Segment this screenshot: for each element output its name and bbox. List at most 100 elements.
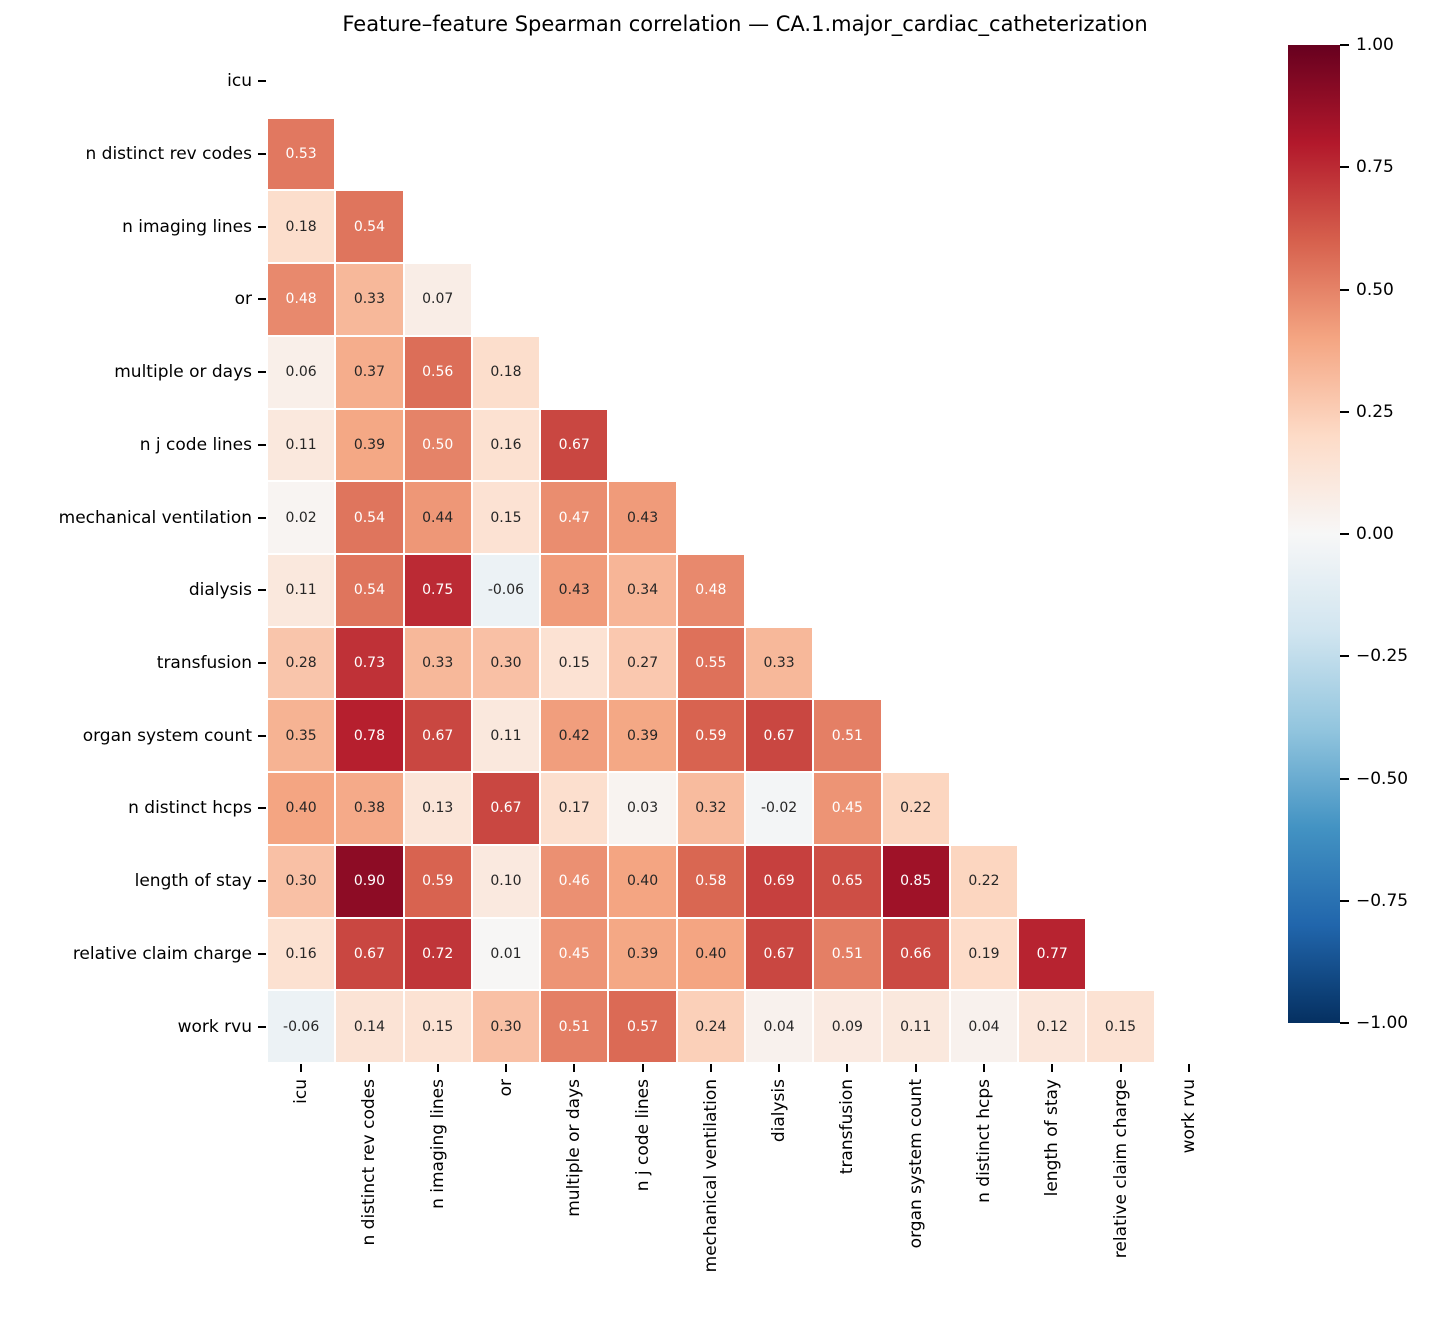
cell-value: 0.39 [626, 727, 659, 744]
heatmap-cell: 0.18 [472, 336, 540, 408]
colorbar-tick-mark [1340, 533, 1349, 535]
cell-value: 0.40 [285, 800, 317, 817]
cell-value: 0.11 [490, 727, 522, 744]
heatmap-cell: 0.85 [882, 845, 949, 917]
y-tick-label: n distinct hcps [128, 798, 252, 819]
heatmap-cell: 0.58 [677, 845, 744, 917]
heatmap-cell: 0.12 [1019, 991, 1086, 1062]
y-tick-mark [258, 807, 266, 810]
colorbar-gradient [1288, 45, 1340, 1023]
x-tick-mark [1051, 1063, 1054, 1072]
heatmap-cell: 0.39 [609, 918, 676, 990]
heatmap-cell: 0.18 [268, 191, 335, 263]
cell-value: 0.33 [422, 655, 454, 672]
cell-value: 0.51 [831, 727, 863, 744]
cell-value: 0.15 [490, 509, 522, 526]
heatmap-cell: 0.13 [404, 773, 471, 844]
cell-value: 0.02 [285, 509, 317, 526]
heatmap-cell: 0.07 [404, 264, 471, 335]
heatmap-cell: 0.55 [677, 627, 744, 699]
cell-value: 0.43 [558, 582, 590, 599]
y-tick-label: or [234, 289, 252, 310]
cell-value: 0.67 [558, 436, 590, 453]
cell-value: 0.15 [558, 655, 590, 672]
cell-value: 0.10 [490, 873, 522, 890]
cell-value: 0.59 [422, 873, 454, 890]
cell-value: 0.58 [695, 873, 727, 890]
colorbar-tick-mark [1340, 655, 1349, 658]
x-tick-label: work rvu [1178, 1078, 1199, 1154]
heatmap-cell: 0.09 [814, 991, 881, 1062]
cell-value: 0.09 [831, 1018, 863, 1035]
heatmap-cell: 0.24 [677, 991, 744, 1062]
heatmap-cell: 0.73 [336, 627, 403, 699]
x-tick-mark [641, 1063, 644, 1072]
x-tick-mark [1119, 1063, 1122, 1072]
cell-value: 0.12 [1036, 1018, 1068, 1035]
heatmap-cell: 0.33 [745, 627, 813, 699]
heatmap-cell: 0.44 [404, 482, 471, 553]
heatmap-cell: 0.10 [472, 845, 540, 917]
cell-value: 0.54 [353, 218, 385, 235]
cell-value: 0.67 [763, 945, 795, 962]
heatmap-cell: 0.54 [336, 482, 403, 553]
heatmap-cell: 0.40 [268, 773, 335, 844]
cell-value: 0.75 [422, 582, 454, 599]
y-tick-label: multiple or days [114, 362, 252, 383]
y-tick-mark [258, 298, 266, 301]
heatmap-cell: 0.30 [472, 991, 540, 1062]
colorbar-tick-label: 0.75 [1356, 157, 1394, 178]
heatmap-cell: 0.30 [268, 845, 335, 917]
heatmap-cell: 0.39 [336, 409, 403, 481]
x-tick-label: n distinct hcps [973, 1078, 994, 1203]
x-tick-label: organ system count [905, 1078, 926, 1249]
heatmap-cell: 0.56 [404, 336, 471, 408]
cell-value: 0.48 [285, 291, 317, 308]
heatmap-cell: 0.59 [677, 700, 744, 772]
cell-value: 0.15 [422, 1018, 454, 1035]
cell-value: 0.90 [353, 873, 385, 890]
colorbar-tick-mark [1340, 288, 1349, 291]
heatmap-cell: 0.67 [336, 918, 403, 990]
cell-value: 0.72 [422, 945, 454, 962]
cell-value: 0.77 [1036, 945, 1068, 962]
heatmap-cell: 0.46 [541, 845, 608, 917]
heatmap-cell: 0.40 [677, 918, 744, 990]
heatmap-cell: 0.47 [541, 482, 608, 553]
x-tick-label: n distinct rev codes [359, 1078, 380, 1246]
cell-value: 0.30 [490, 655, 522, 672]
heatmap-cell: 0.32 [677, 773, 744, 844]
heatmap-cell: 0.22 [950, 845, 1018, 917]
cell-value: 0.53 [285, 146, 317, 163]
y-tick-mark [258, 734, 266, 737]
cell-value: 0.28 [285, 655, 317, 672]
y-tick-label: n j code lines [139, 434, 252, 455]
colorbar-tick-label: 0.00 [1356, 524, 1394, 544]
heatmap-cell: 0.66 [882, 918, 949, 990]
y-tick-mark [258, 80, 266, 83]
colorbar-tick-mark [1340, 166, 1349, 169]
colorbar-tick-mark [1340, 410, 1349, 413]
cell-value: 0.01 [490, 945, 522, 962]
heatmap-cell: 0.27 [609, 627, 676, 699]
heatmap-cell: 0.65 [814, 845, 881, 917]
cell-value: 0.07 [422, 291, 454, 308]
cell-value: 0.65 [831, 873, 863, 890]
heatmap-cell: -0.02 [745, 773, 813, 844]
colorbar-tick-label: 0.25 [1356, 401, 1394, 422]
cell-value: 0.47 [558, 509, 590, 526]
cell-value: -0.06 [283, 1018, 320, 1035]
cell-value: 0.45 [831, 800, 863, 817]
heatmap-cell: 0.45 [814, 773, 881, 844]
heatmap-cell: -0.06 [268, 991, 335, 1062]
x-tick-label: n imaging lines [427, 1078, 448, 1209]
heatmap-cell: 0.43 [609, 482, 676, 553]
x-tick-mark [504, 1063, 507, 1072]
cell-value: 0.85 [900, 873, 932, 890]
x-tick-label: dialysis [769, 1078, 790, 1143]
x-tick-label: mechanical ventilation [700, 1078, 721, 1273]
cell-value: 0.33 [763, 655, 795, 672]
x-tick-mark [436, 1063, 439, 1072]
heatmap-cell: 0.04 [745, 991, 813, 1062]
heatmap-cell: 0.28 [268, 627, 335, 699]
